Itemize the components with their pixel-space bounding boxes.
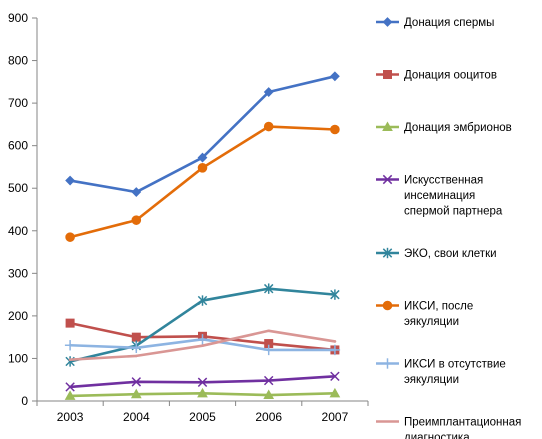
- legend: Донация спермы Донация ооцитов Донация эмб…: [376, 17, 521, 439]
- data-point: [263, 87, 274, 97]
- y-tick-label: 700: [8, 96, 28, 110]
- legend-swatch-marker: [382, 174, 393, 185]
- legend-item: Донация ооцитов: [376, 70, 497, 82]
- legend-label: диагностика: [404, 432, 470, 439]
- legend-label: эякуляции: [404, 374, 459, 386]
- data-point: [267, 329, 271, 333]
- x-tick-label: 2005: [189, 410, 216, 424]
- data-point: [263, 344, 274, 356]
- x-tick-label: 2006: [255, 410, 282, 424]
- series-layer: [64, 71, 341, 400]
- x-tick-label: 2003: [57, 410, 84, 424]
- data-point: [197, 152, 208, 163]
- data-point: [197, 295, 208, 306]
- data-point: [131, 377, 142, 387]
- y-tick-label: 200: [8, 309, 28, 323]
- y-tick-label: 100: [8, 351, 28, 365]
- data-point: [330, 289, 340, 300]
- y-tick-label: 900: [8, 11, 28, 25]
- data-point: [333, 340, 337, 343]
- series-5: [65, 283, 340, 367]
- x-tick-label: 2007: [322, 410, 349, 424]
- legend-item: ИКСИ в отсутствие эякуляции: [376, 358, 506, 386]
- data-point: [197, 387, 208, 398]
- data-point: [131, 215, 142, 225]
- data-point: [263, 283, 274, 294]
- legend-label: ИКСИ в отсутствие: [404, 359, 506, 371]
- data-point: [65, 318, 75, 328]
- legend-swatch-marker: [382, 358, 393, 369]
- legend-swatch-marker: [383, 70, 392, 79]
- data-point: [131, 187, 142, 197]
- legend-swatch-marker: [382, 300, 393, 311]
- data-point: [65, 175, 76, 186]
- y-tick-label: 800: [8, 54, 28, 68]
- legend-item: Донация эмбрионов: [376, 121, 512, 134]
- data-point: [64, 340, 76, 351]
- x-tick-label: 2004: [123, 410, 150, 424]
- legend-label: ИКСИ, после: [404, 301, 473, 313]
- series-8: [68, 329, 337, 362]
- series-6: [65, 121, 340, 242]
- legend-swatch-marker: [382, 17, 393, 27]
- series-1: [65, 71, 340, 197]
- legend-label: Искусственная: [404, 175, 483, 187]
- legend-label: Донация эмбрионов: [404, 122, 512, 134]
- y-tick-label: 300: [8, 266, 28, 280]
- legend-item: Преимплантационнаядиагностикаэмбриона: [376, 417, 521, 439]
- data-point: [329, 387, 341, 398]
- series-line: [68, 75, 337, 194]
- series-7: [64, 334, 341, 356]
- series-3: [64, 387, 341, 400]
- series-4: [65, 371, 340, 392]
- y-tick-label: 600: [8, 139, 28, 153]
- legend-swatch-marker: [382, 121, 393, 131]
- data-point: [64, 390, 76, 400]
- series-line: [68, 125, 337, 239]
- legend-label: Преимплантационная: [404, 417, 521, 429]
- data-point: [65, 382, 75, 392]
- legend-label: Донация спермы: [404, 17, 494, 29]
- legend-label: эякуляции: [404, 316, 459, 328]
- legend-label: инсеминация: [404, 190, 475, 202]
- legend-label: спермой партнера: [404, 206, 503, 218]
- legend-label: ЭКО, свои клетки: [404, 248, 497, 260]
- data-point: [197, 377, 208, 388]
- data-point: [329, 71, 340, 82]
- y-tick-label: 0: [21, 394, 28, 408]
- legend-item: ИКСИ, после эякуляции: [376, 300, 473, 328]
- data-point: [263, 375, 274, 386]
- y-tick-label: 500: [8, 181, 28, 195]
- data-point: [135, 354, 138, 358]
- legend-item: Искусственная инсеминация спермой партнера: [376, 175, 503, 218]
- data-point: [329, 344, 341, 356]
- data-point: [197, 162, 208, 173]
- data-point: [263, 121, 274, 132]
- y-tick-label: 400: [8, 224, 28, 238]
- data-point: [68, 358, 72, 362]
- data-point: [330, 371, 340, 382]
- legend-item: Донация спермы: [376, 17, 494, 29]
- data-point: [330, 124, 340, 135]
- data-point: [263, 389, 275, 400]
- data-point: [65, 232, 75, 242]
- data-point: [130, 388, 142, 399]
- legend-swatch-marker: [382, 247, 393, 259]
- axes: 0 100 200 300 400 500 600 700 800 900 2003 2004 2005…: [8, 11, 369, 424]
- data-point: [131, 332, 141, 342]
- data-point: [201, 344, 204, 347]
- legend-item: ЭКО, свои клетки: [376, 247, 497, 260]
- legend-label: Донация ооцитов: [404, 70, 497, 82]
- data-point: [197, 334, 208, 345]
- data-point: [131, 342, 142, 354]
